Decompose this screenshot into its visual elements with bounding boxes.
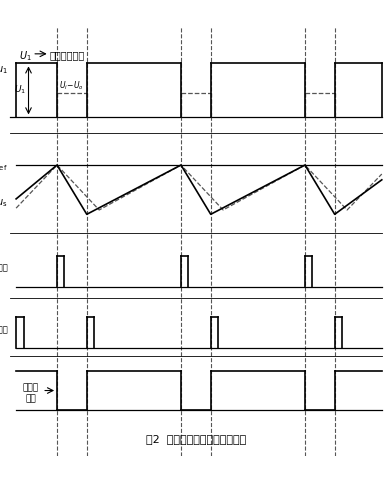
Text: $u_1$: $u_1$ xyxy=(0,64,7,76)
Text: $U_i\!-\!U_o$: $U_i\!-\!U_o$ xyxy=(59,80,84,92)
Text: $U_1$: $U_1$ xyxy=(14,84,26,96)
Text: $u_{\rm s}$: $u_{\rm s}$ xyxy=(0,197,7,208)
Text: $U_{\rm ref}$: $U_{\rm ref}$ xyxy=(0,159,7,173)
Text: $U_1$: $U_1$ xyxy=(19,48,31,62)
Text: 输入电压变小: 输入电压变小 xyxy=(50,50,85,60)
Text: RS 触发器
S 端: RS 触发器 S 端 xyxy=(0,324,7,343)
Text: RS 触发器
R 端: RS 触发器 R 端 xyxy=(0,262,7,281)
Text: 占空比
变大: 占空比 变大 xyxy=(23,383,38,402)
Text: 图2  基于电压积分的占空比调节: 图2 基于电压积分的占空比调节 xyxy=(146,433,246,443)
